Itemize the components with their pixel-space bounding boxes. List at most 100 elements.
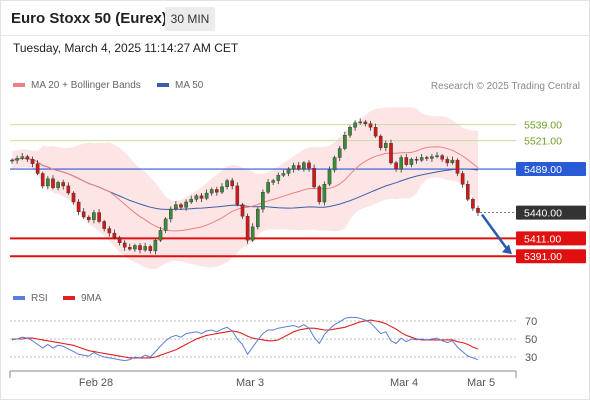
candle-body <box>286 168 291 174</box>
rsi-tick-label: 70 <box>525 316 537 328</box>
candle-body <box>476 207 480 213</box>
candle-body <box>276 175 281 181</box>
candle-body <box>184 201 188 208</box>
candle-body <box>466 183 470 200</box>
candle-body <box>127 247 132 250</box>
candle-body <box>307 162 311 169</box>
candle-body <box>266 182 270 193</box>
instrument-title: Euro Stoxx 50 (Eurex) <box>11 10 167 27</box>
candle-body <box>97 212 101 222</box>
candle-body <box>302 162 306 170</box>
level-label-5411.00: 5411.00 <box>524 233 561 245</box>
legend-ma20-label: MA 20 + Bollinger Bands <box>31 80 141 91</box>
rsi-tick-label: 50 <box>525 334 537 346</box>
candle-body <box>194 195 199 200</box>
candle-body <box>46 178 50 187</box>
timestamp: Tuesday, March 4, 2025 11:14:27 AM CET <box>13 41 239 55</box>
legend-ma50: MA 50 <box>157 80 203 91</box>
candle-body <box>419 157 424 161</box>
x-tick-label: Mar 3 <box>236 377 264 389</box>
candle-body <box>363 121 368 124</box>
candle-body <box>312 167 316 188</box>
candle-body <box>337 148 342 158</box>
chart-header: Euro Stoxx 50 (Eurex) 30 MIN <box>0 0 590 36</box>
candle-body <box>256 208 260 228</box>
ma20-line <box>11 146 479 232</box>
level-tag-5440.00 <box>516 205 586 220</box>
candle-body <box>15 158 19 161</box>
candle-body <box>86 216 91 221</box>
candle-body <box>117 237 122 244</box>
candle-body <box>61 182 65 187</box>
candle-body <box>214 189 219 193</box>
candle-body <box>179 204 183 208</box>
candle-body <box>445 159 450 164</box>
candle-body <box>271 180 276 183</box>
candle-body <box>148 246 153 251</box>
credit-text: Research © 2025 Trading Central <box>430 81 580 92</box>
candle-body <box>35 163 40 174</box>
level-label-5521.00: 5521.00 <box>524 136 562 148</box>
candle-body <box>133 245 137 250</box>
candle-body <box>291 165 296 170</box>
forecast-arrow-head <box>502 244 512 255</box>
candle-body <box>40 173 45 187</box>
candle-body <box>261 191 265 210</box>
candle-body <box>430 156 434 159</box>
candle-body <box>25 156 30 160</box>
candle-body <box>322 183 327 203</box>
candle-body <box>409 159 414 165</box>
rsi-ma-swatch <box>63 296 75 301</box>
candle-body <box>168 208 173 220</box>
candle-body <box>425 157 429 159</box>
candle-body <box>240 204 245 217</box>
candle-body <box>138 245 142 251</box>
candle-body <box>327 169 332 185</box>
candle-body <box>209 189 214 194</box>
x-tick-label: Mar 5 <box>467 377 495 389</box>
candle-body <box>450 159 455 164</box>
candle-body <box>51 178 55 188</box>
candle-body <box>378 135 383 148</box>
candle-body <box>199 195 204 199</box>
candle-body <box>235 185 240 205</box>
candle-body <box>122 242 127 248</box>
x-tick-label: Mar 4 <box>390 377 418 389</box>
legend-rsi-ma: 9MA <box>63 293 102 304</box>
candle-body <box>353 122 357 128</box>
candle-body <box>440 155 445 160</box>
candle-body <box>230 180 235 187</box>
candle-body <box>384 143 388 148</box>
candle-body <box>250 226 255 241</box>
x-tick-label: Feb 28 <box>79 377 113 389</box>
level-tag-5411.00 <box>516 231 586 246</box>
candle-body <box>471 199 475 209</box>
candle-body <box>107 228 112 234</box>
candle-body <box>92 212 96 220</box>
candle-body <box>281 173 286 176</box>
candle-body <box>56 182 60 188</box>
candle-body <box>414 159 419 161</box>
rsi-swatch <box>13 296 25 301</box>
candle-body <box>174 204 178 210</box>
candle-body <box>455 159 460 174</box>
candle-body <box>348 126 352 136</box>
candle-body <box>112 232 117 238</box>
legend-rsi: RSI <box>13 293 48 304</box>
candle-body <box>435 155 439 157</box>
candle-body <box>225 180 229 188</box>
legend-ma20: MA 20 + Bollinger Bands <box>13 80 141 91</box>
candle-body <box>245 215 250 241</box>
candle-body <box>81 211 86 218</box>
interval-button[interactable]: 30 MIN <box>165 7 215 31</box>
candle-body <box>10 159 14 162</box>
candle-body <box>20 156 25 159</box>
level-tag-5489.00 <box>516 162 586 177</box>
level-tag-5391.00 <box>516 249 586 264</box>
legend-ma50-label: MA 50 <box>175 80 204 91</box>
candle-body <box>204 192 209 199</box>
candle-body <box>358 121 363 124</box>
candle-body <box>368 123 373 128</box>
level-label-5391.00: 5391.00 <box>524 251 562 263</box>
